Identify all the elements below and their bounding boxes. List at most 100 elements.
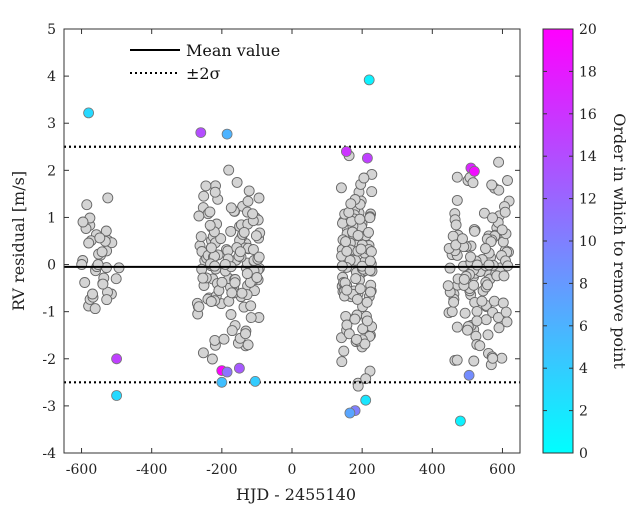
- legend-box: [118, 36, 283, 88]
- colorbar-tick-label: 12: [579, 192, 597, 208]
- data-point: [358, 172, 370, 184]
- removed-point: [221, 366, 233, 378]
- data-point: [204, 219, 216, 231]
- data-point: [79, 277, 91, 288]
- removed-point: [340, 146, 352, 157]
- data-point: [205, 242, 217, 254]
- x-tick-label: 0: [288, 462, 297, 478]
- data-point: [354, 213, 366, 225]
- legend: Mean value ±2σ: [118, 36, 283, 88]
- data-point: [457, 233, 468, 245]
- data-point: [243, 185, 255, 197]
- data-point: [231, 176, 243, 188]
- colorbar-tick-label: 14: [579, 149, 597, 165]
- data-point: [77, 216, 89, 228]
- y-tick-label: 3: [47, 116, 56, 132]
- data-point: [349, 313, 361, 325]
- data-point: [335, 182, 347, 194]
- removed-point: [360, 394, 372, 406]
- data-point: [336, 356, 348, 368]
- data-point: [497, 297, 509, 309]
- data-point: [502, 260, 514, 272]
- data-point: [467, 177, 479, 189]
- removed-point: [454, 415, 466, 427]
- removed-point: [344, 407, 356, 419]
- x-tick-label: -200: [206, 462, 237, 478]
- data-point: [448, 296, 460, 308]
- data-point: [81, 199, 93, 211]
- y-tick-label: -3: [42, 399, 56, 415]
- colorbar-tick-label: 4: [579, 361, 588, 377]
- data-point: [341, 245, 353, 257]
- data-point: [471, 259, 483, 271]
- data-point: [488, 295, 500, 307]
- data-point: [242, 195, 254, 207]
- data-point: [365, 286, 376, 298]
- data-point: [253, 192, 265, 204]
- data-point: [480, 243, 491, 254]
- colorbar-tick-label: 20: [579, 22, 597, 38]
- removed-point: [463, 369, 475, 381]
- x-tick-label: 400: [419, 462, 446, 478]
- data-point: [496, 224, 508, 236]
- data-point: [242, 339, 254, 351]
- data-point: [200, 180, 212, 192]
- colorbar-tick-label: 16: [579, 107, 597, 123]
- data-point: [236, 287, 248, 299]
- x-tick-label: -600: [66, 462, 97, 478]
- data-point: [193, 210, 205, 222]
- y-tick-label: -1: [42, 305, 56, 321]
- data-point: [216, 276, 228, 288]
- data-point: [451, 354, 463, 366]
- data-point: [352, 229, 364, 241]
- data-point: [226, 325, 238, 337]
- data-point: [225, 202, 237, 214]
- data-point: [250, 230, 262, 242]
- data-point: [206, 353, 218, 365]
- data-point: [195, 231, 207, 243]
- data-point: [241, 268, 253, 280]
- data-point: [96, 246, 108, 258]
- colorbar-gradient: [542, 28, 574, 454]
- y-tick-label: 1: [47, 210, 56, 226]
- data-point: [253, 251, 265, 263]
- removed-point: [363, 74, 375, 86]
- data-point: [471, 315, 483, 327]
- removed-point: [233, 362, 245, 374]
- data-point: [355, 243, 367, 255]
- data-point: [240, 328, 251, 340]
- colorbar-tick-label: 8: [579, 276, 588, 292]
- data-point: [366, 186, 378, 198]
- data-point: [225, 225, 237, 237]
- data-point: [501, 316, 513, 328]
- data-point: [245, 312, 257, 324]
- data-point: [204, 206, 216, 218]
- data-point: [251, 272, 263, 283]
- data-point: [500, 306, 512, 318]
- y-tick-label: 4: [47, 69, 56, 85]
- data-point: [451, 194, 463, 206]
- y-tick-label: -2: [42, 352, 56, 368]
- plot-area: [64, 29, 520, 453]
- data-point: [209, 334, 221, 346]
- x-tick-label: 200: [349, 462, 376, 478]
- data-point: [482, 329, 494, 341]
- data-point: [245, 300, 257, 312]
- data-point: [360, 373, 372, 385]
- data-point: [465, 251, 476, 263]
- data-point: [444, 262, 456, 274]
- data-point: [94, 232, 106, 244]
- data-point: [247, 208, 259, 220]
- data-point: [365, 246, 377, 258]
- colorbar-label: Order in which to remove point: [610, 113, 629, 369]
- data-point: [357, 323, 369, 335]
- colorbar-tick-label: 18: [579, 64, 597, 80]
- data-point: [197, 347, 209, 359]
- data-point: [469, 225, 481, 237]
- data-point: [218, 333, 230, 345]
- data-point: [487, 212, 498, 224]
- colorbar-tick-label: 10: [579, 234, 597, 250]
- data-point: [359, 338, 371, 350]
- data-point: [205, 296, 217, 307]
- data-point: [442, 280, 454, 292]
